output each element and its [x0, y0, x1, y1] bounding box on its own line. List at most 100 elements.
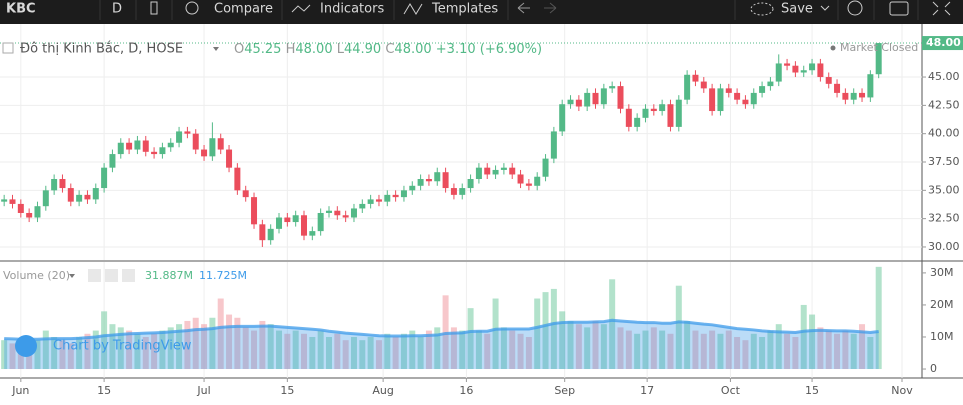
candle-body — [26, 212, 33, 218]
candle-body — [792, 65, 799, 73]
watermark[interactable]: Chart by TradingView — [53, 339, 192, 354]
cloud-icon[interactable] — [750, 2, 774, 16]
indicators[interactable]: Indicators — [320, 2, 384, 17]
volume-bar — [159, 330, 166, 370]
templates-icon[interactable] — [403, 3, 423, 15]
candle-body — [400, 190, 407, 198]
candle-body — [467, 179, 474, 189]
volume-bar — [325, 336, 332, 370]
volume-bar — [717, 333, 724, 370]
volume-remove[interactable] — [122, 269, 135, 282]
candle-body — [434, 172, 441, 182]
volume-bar — [609, 279, 616, 370]
candle-body — [875, 43, 882, 75]
ohlc-header: O45.25 H48.00 L44.90 C48.00 +3.10 (+6.90… — [234, 42, 542, 57]
collapse-icon[interactable] — [2, 42, 14, 54]
volume-bar — [142, 336, 149, 370]
candle-body — [92, 188, 99, 200]
volume-ma-value: 11.725M — [199, 269, 247, 282]
candle-body — [276, 217, 283, 229]
candle-body — [176, 131, 183, 143]
snapshot[interactable] — [889, 1, 909, 16]
volume-bar — [667, 333, 674, 370]
volume-bar — [850, 333, 857, 370]
volume-title: Volume (20) — [3, 269, 70, 282]
volume-bar — [634, 333, 641, 370]
indicators-icon[interactable] — [291, 4, 311, 13]
volume-bar — [126, 330, 133, 370]
x-tick-label: 15 — [805, 384, 819, 397]
volume-bar — [734, 336, 741, 370]
redo[interactable] — [544, 2, 557, 14]
candle-body — [600, 88, 607, 105]
candle-body — [334, 210, 341, 216]
volume-settings[interactable] — [105, 269, 118, 282]
volume-bar — [767, 330, 774, 370]
volume-bar — [467, 308, 474, 370]
c-value: 48.00 — [394, 42, 431, 57]
templates[interactable]: Templates — [431, 2, 498, 17]
candle-body — [584, 92, 591, 107]
candle-body — [17, 203, 24, 213]
candle-body — [142, 140, 149, 152]
volume-bar — [34, 340, 41, 370]
volume-bar — [92, 330, 99, 370]
candle-body — [759, 86, 766, 93]
compare-icon[interactable] — [185, 1, 199, 15]
volume-bar — [775, 324, 782, 370]
title-menu[interactable] — [213, 47, 219, 51]
volume-bar — [450, 327, 457, 370]
last-price-box — [922, 36, 963, 51]
save[interactable]: Save — [781, 2, 813, 17]
candle-body — [450, 188, 457, 195]
volume-bar — [800, 304, 807, 370]
volume-menu[interactable] — [69, 274, 75, 278]
x-tick-label: Jul — [196, 384, 210, 397]
settings[interactable] — [847, 0, 863, 16]
volume-bar — [117, 327, 124, 370]
volume-bar — [534, 298, 541, 370]
candle-body — [442, 172, 449, 189]
candle-body — [709, 88, 716, 112]
candle-icon[interactable] — [150, 1, 158, 15]
h-value: 48.00 — [295, 42, 332, 57]
volume-bar — [875, 266, 882, 370]
candle-body — [667, 104, 674, 127]
x-tick-label: 16 — [459, 384, 473, 397]
candle-body — [342, 215, 349, 218]
y-tick-label: 30.00 — [928, 240, 960, 253]
candle-body — [492, 169, 499, 175]
candle-body — [475, 167, 482, 180]
x-tick-label: Oct — [721, 384, 741, 397]
volume-bar — [492, 298, 499, 370]
volume-bar — [592, 320, 599, 370]
volume-bar — [59, 340, 66, 370]
save-menu[interactable] — [820, 5, 830, 11]
volume-visibility[interactable] — [88, 269, 101, 282]
y-tick-label: 30M — [930, 266, 954, 279]
y-tick-label: 45.00 — [928, 70, 960, 83]
y-tick-label: 0 — [930, 362, 937, 375]
h-key: H — [286, 42, 296, 57]
fullscreen[interactable] — [932, 1, 951, 16]
volume-bar — [600, 324, 607, 370]
candle-body — [817, 63, 824, 78]
interval[interactable]: D — [112, 2, 122, 17]
candle-body — [367, 199, 374, 204]
candle-body — [684, 74, 691, 100]
volume-bar — [459, 330, 466, 370]
volume-bar — [475, 330, 482, 370]
x-tick-label: Sep — [554, 384, 575, 397]
volume-bar — [742, 340, 749, 370]
volume-bar — [550, 288, 557, 370]
candle-body — [317, 212, 324, 232]
volume-bar — [367, 336, 374, 370]
volume-bar — [217, 298, 224, 370]
volume-bar — [259, 320, 266, 370]
volume-bar — [392, 336, 399, 370]
undo[interactable] — [517, 2, 530, 14]
volume-bar — [226, 314, 233, 370]
symbol[interactable]: KBC — [6, 2, 36, 17]
compare[interactable]: Compare — [214, 2, 273, 17]
candle-body — [834, 83, 841, 93]
